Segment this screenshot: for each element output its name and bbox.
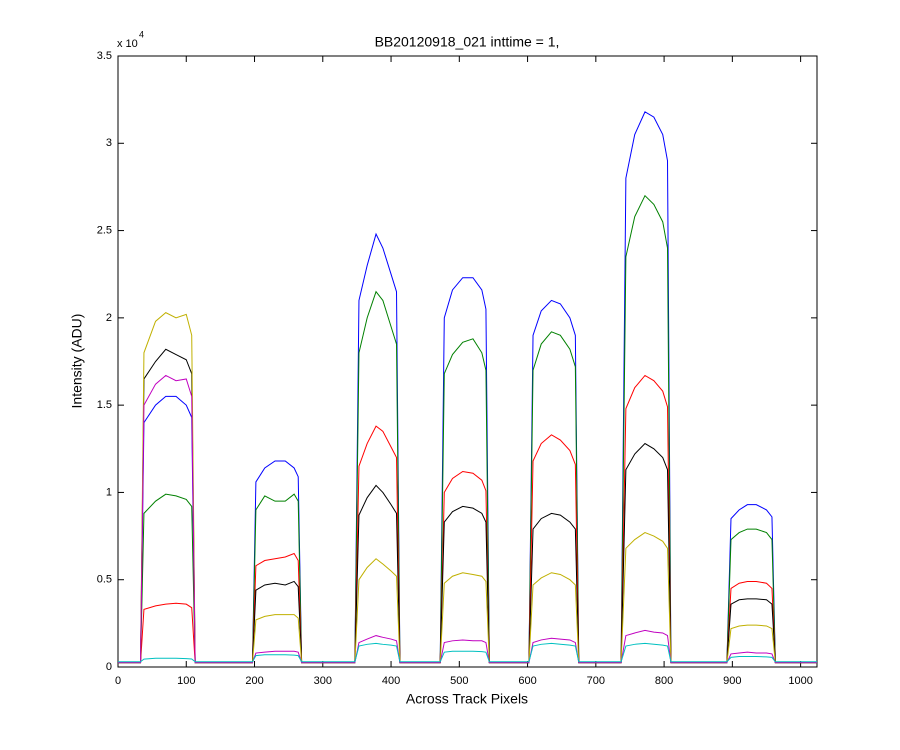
x-tick-label: 200 [245, 675, 263, 687]
x-tick-label: 400 [382, 675, 400, 687]
x-tick-label: 900 [723, 675, 741, 687]
y-tick-label: 0 [106, 661, 112, 673]
x-tick-label: 100 [177, 675, 195, 687]
x-tick-label: 0 [115, 675, 121, 687]
x-tick-label: 700 [587, 675, 605, 687]
x-tick-label: 300 [314, 675, 332, 687]
x-tick-label: 1000 [788, 675, 812, 687]
chart-title: BB20120918_021 inttime = 1, [375, 34, 560, 50]
y-tick-label: 2 [106, 312, 112, 324]
y-tick-label: 3.5 [97, 50, 112, 62]
y-tick-label: 2.5 [97, 224, 112, 236]
x-tick-label: 600 [518, 675, 536, 687]
y-tick-label: 3 [106, 137, 112, 149]
series-line [118, 642, 817, 663]
plot-area [117, 55, 818, 668]
series-line [118, 194, 817, 664]
x-tick-label: 800 [655, 675, 673, 687]
x-axis-label: Across Track Pixels [406, 691, 528, 707]
y-axis-label: Intensity (ADU) [69, 314, 85, 409]
series-line [118, 348, 817, 664]
y-tick-label: 0.5 [97, 574, 112, 586]
y-multiplier: x 10 [117, 38, 138, 50]
y-multiplier-exponent: 4 [139, 29, 144, 39]
y-tick-label: 1.5 [97, 399, 112, 411]
y-tick-label: 1 [106, 486, 112, 498]
series-line [118, 312, 817, 664]
series-line [118, 374, 817, 664]
x-tick-label: 500 [450, 675, 468, 687]
